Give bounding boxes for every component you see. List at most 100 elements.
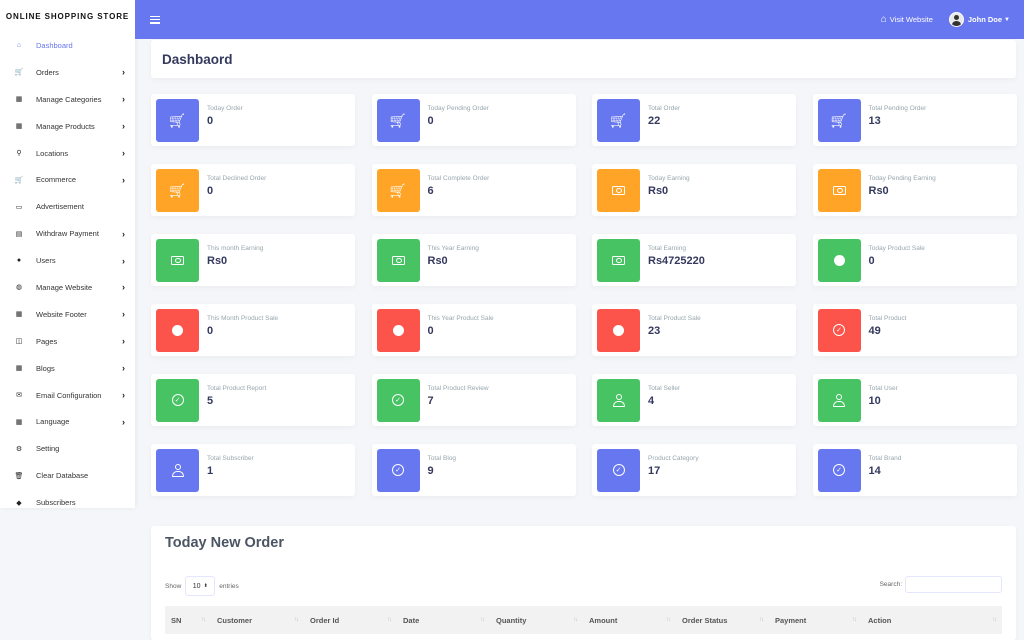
cart-icon: 🛒 bbox=[14, 176, 24, 184]
card-title: Today Order bbox=[207, 105, 243, 112]
sidebar-item-label: Manage Categories bbox=[36, 94, 102, 104]
stat-card-total-product-review[interactable]: ✓ Total Product Review 7 bbox=[371, 374, 576, 426]
check-circle-icon: ✓ bbox=[612, 464, 625, 476]
stat-card-total-user[interactable]: Total User 10 bbox=[812, 374, 1017, 426]
stat-card-today-pending-earning[interactable]: Today Pending Earning Rs0 bbox=[812, 164, 1017, 216]
sidebar-item-email-configuration[interactable]: ✉ Email Configuration › bbox=[0, 382, 135, 409]
card-body: Product Category 17 bbox=[648, 455, 699, 477]
stat-card-total-declined-order[interactable]: 🛒 Total Declined Order 0 bbox=[151, 164, 355, 216]
card-body: Total Brand 14 bbox=[869, 455, 902, 477]
sidebar-item-manage-products[interactable]: ▦ Manage Products › bbox=[0, 113, 135, 140]
sidebar-item-subscribers[interactable]: ◆ Subscribers bbox=[0, 489, 135, 516]
user-icon: ● bbox=[16, 257, 22, 265]
money-icon: ▤ bbox=[15, 230, 23, 238]
column-header-amount[interactable]: Amount ↑↓ bbox=[583, 606, 676, 634]
card-icon-box: ✓ bbox=[156, 378, 199, 422]
sidebar-item-ecommerce[interactable]: 🛒 Ecommerce › bbox=[0, 166, 135, 193]
sidebar-item-blogs[interactable]: ▦ Blogs › bbox=[0, 355, 135, 382]
column-header-action[interactable]: Action ↑↓ bbox=[862, 606, 1002, 634]
stat-card-total-product[interactable]: ✓ Total Product 49 bbox=[812, 304, 1017, 356]
stat-card-today-earning[interactable]: Today Earning Rs0 bbox=[592, 164, 796, 216]
card-body: Total Complete Order 6 bbox=[428, 175, 490, 197]
card-title: This Year Earning bbox=[427, 245, 479, 252]
card-title: Total Product Sale bbox=[648, 315, 701, 322]
stat-card-this-month-earning[interactable]: This month Earning Rs0 bbox=[151, 234, 355, 286]
sidebar-item-language[interactable]: ▦ Language › bbox=[0, 408, 135, 435]
sidebar-item-website-footer[interactable]: ▦ Website Footer › bbox=[0, 301, 135, 328]
stat-card-today-product-sale[interactable]: Today Product Sale 0 bbox=[812, 234, 1017, 286]
sidebar-item-label: Advertisement bbox=[36, 202, 84, 212]
cart-icon: 🛒 bbox=[169, 112, 186, 128]
card-body: Total Order 22 bbox=[648, 105, 680, 127]
stat-card-total-pending-order[interactable]: 🛒 Total Pending Order 13 bbox=[812, 94, 1017, 146]
column-header-date[interactable]: Date ↑↓ bbox=[397, 606, 490, 634]
card-title: This Year Product Sale bbox=[427, 315, 494, 322]
stat-card-today-pending-order[interactable]: 🛒 Today Pending Order 0 bbox=[371, 94, 576, 146]
stat-card-total-product-report[interactable]: ✓ Total Product Report 5 bbox=[151, 374, 355, 426]
grid-icon: ▦ bbox=[15, 365, 23, 373]
card-body: This Year Product Sale 0 bbox=[428, 315, 494, 337]
stat-card-total-blog[interactable]: ✓ Total Blog 9 bbox=[371, 444, 576, 496]
stat-card-today-order[interactable]: 🛒 Today Order 0 bbox=[151, 94, 355, 146]
visit-website-link[interactable]: ⌂ Visit Website bbox=[881, 14, 933, 25]
search-label: Search: bbox=[879, 581, 902, 588]
column-header-quantity[interactable]: Quantity ↑↓ bbox=[490, 606, 583, 634]
sidebar-item-setting[interactable]: ⚙ Setting bbox=[0, 435, 135, 462]
column-header-sn[interactable]: SN ↑↓ bbox=[165, 606, 211, 634]
entries-select[interactable]: 10 ⬍ bbox=[185, 576, 216, 596]
sidebar-item-dashboard[interactable]: ⌂ Dashboard bbox=[0, 32, 135, 59]
stat-card-total-order[interactable]: 🛒 Total Order 22 bbox=[592, 94, 796, 146]
menu-toggle-icon[interactable] bbox=[150, 15, 160, 24]
sidebar-menu: ⌂ Dashboard 🛒 Orders › ▦ Manage Categories › ▦ Ma… bbox=[0, 32, 135, 516]
stat-card-total-brand[interactable]: ✓ Total Brand 14 bbox=[812, 444, 1017, 496]
stat-card-this-year-product-sale[interactable]: This Year Product Sale 0 bbox=[371, 304, 576, 356]
chevron-right-icon: › bbox=[122, 390, 125, 401]
sidebar-item-users[interactable]: ● Users › bbox=[0, 247, 135, 274]
card-value: 0 bbox=[868, 255, 875, 267]
card-value: 0 bbox=[427, 325, 434, 337]
stat-card-total-seller[interactable]: Total Seller 4 bbox=[592, 374, 796, 426]
card-body: Today Earning Rs0 bbox=[648, 175, 690, 197]
money-icon bbox=[612, 255, 625, 265]
table-search: Search: bbox=[880, 576, 1002, 593]
visit-website-label: Visit Website bbox=[889, 15, 933, 24]
stat-card-this-year-earning[interactable]: This Year Earning Rs0 bbox=[371, 234, 576, 286]
sidebar-item-withdraw-payment[interactable]: ▤ Withdraw Payment › bbox=[0, 220, 135, 247]
stat-card-this-month-product-sale[interactable]: This Month Product Sale 0 bbox=[151, 304, 355, 356]
fire-icon: ◆ bbox=[16, 499, 22, 507]
column-header-customer[interactable]: Customer ↑↓ bbox=[211, 606, 304, 634]
sidebar-item-orders[interactable]: 🛒 Orders › bbox=[0, 59, 135, 86]
search-input[interactable] bbox=[905, 576, 1002, 593]
card-title: Total Complete Order bbox=[427, 175, 490, 182]
card-icon-box: ✓ bbox=[817, 308, 861, 352]
stat-card-total-complete-order[interactable]: 🛒 Total Complete Order 6 bbox=[371, 164, 576, 216]
card-body: This Year Earning Rs0 bbox=[428, 245, 479, 267]
user-menu[interactable]: John Doe ▼ bbox=[948, 12, 1010, 27]
card-title: Total Order bbox=[648, 105, 681, 112]
card-value: 1 bbox=[207, 465, 214, 477]
card-title: Total Product bbox=[868, 315, 907, 322]
brand-logo[interactable]: ONLINE SHOPPING STORE bbox=[5, 11, 130, 21]
sort-icon: ↑↓ bbox=[992, 617, 997, 623]
stat-card-total-product-sale[interactable]: Total Product Sale 23 bbox=[592, 304, 796, 356]
circle-icon bbox=[392, 324, 404, 336]
stat-card-product-category[interactable]: ✓ Product Category 17 bbox=[592, 444, 796, 496]
sidebar-item-manage-website[interactable]: ◍ Manage Website › bbox=[0, 274, 135, 301]
stat-card-total-subscriber[interactable]: Total Subscriber 1 bbox=[151, 444, 355, 496]
card-icon-box bbox=[597, 168, 640, 212]
chevron-right-icon: › bbox=[122, 282, 125, 293]
card-title: Total Pending Order bbox=[868, 105, 927, 112]
card-title: Total Brand bbox=[868, 455, 902, 462]
column-header-order-status[interactable]: Order Status ↑↓ bbox=[676, 606, 769, 634]
sidebar-item-label: Withdraw Payment bbox=[36, 229, 99, 239]
sidebar-item-manage-categories[interactable]: ▦ Manage Categories › bbox=[0, 86, 135, 113]
sidebar-item-locations[interactable]: ⚲ Locations › bbox=[0, 140, 135, 167]
cart-icon: 🛒 bbox=[169, 182, 186, 198]
sidebar-item-clear-database[interactable]: 🗑 Clear Database bbox=[0, 462, 135, 489]
sidebar-item-pages[interactable]: ◫ Pages › bbox=[0, 328, 135, 355]
column-header-order-id[interactable]: Order Id ↑↓ bbox=[304, 606, 397, 634]
column-header-payment[interactable]: Payment ↑↓ bbox=[769, 606, 862, 634]
card-value: Rs0 bbox=[207, 255, 228, 267]
stat-card-total-earning[interactable]: Total Earning Rs4725220 bbox=[592, 234, 796, 286]
sidebar-item-advertisement[interactable]: ▭ Advertisement bbox=[0, 193, 135, 220]
